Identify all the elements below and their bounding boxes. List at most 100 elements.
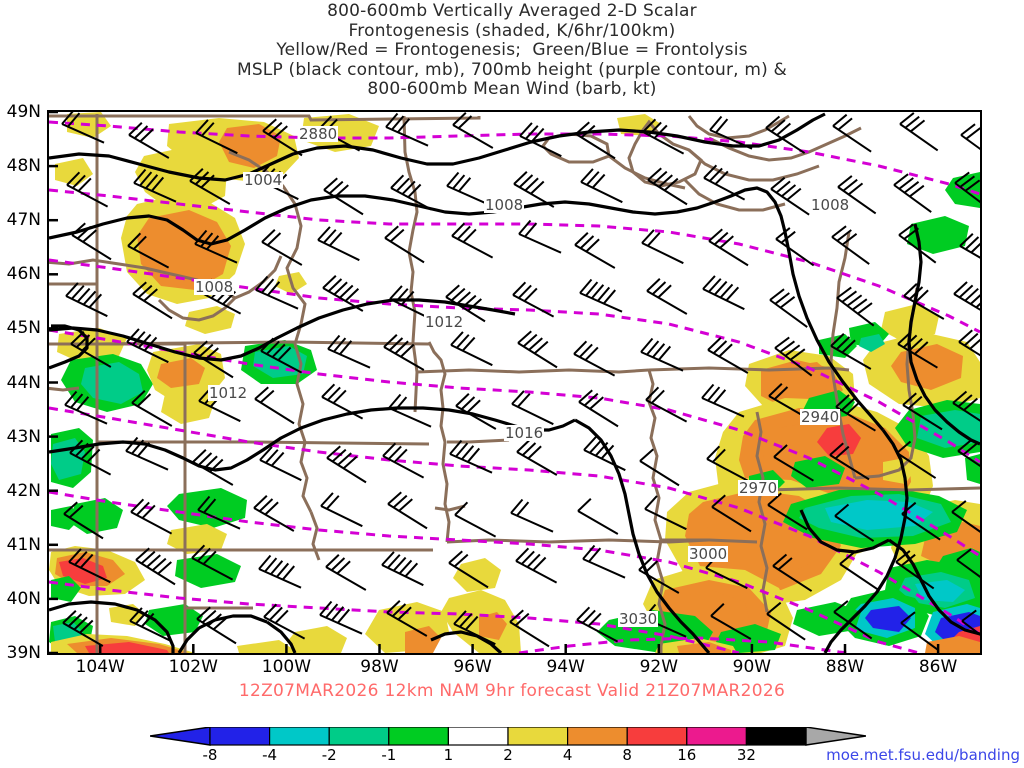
wind-barb (386, 600, 428, 637)
wind-barb (833, 600, 873, 640)
contour-value-label: 1004 (243, 171, 284, 189)
wind-barb (254, 386, 295, 425)
y-axis-tick-label: 46N (6, 264, 41, 285)
y-axis-tick-label: 49N (6, 102, 41, 122)
x-axis-tick-label: 94W (546, 657, 585, 677)
contour-value-label: 1016 (504, 424, 545, 442)
wind-barb (133, 168, 177, 203)
wind-barb (642, 118, 685, 155)
wind-barb (387, 491, 428, 530)
wind-barb (70, 331, 112, 368)
wind-barb (388, 393, 432, 428)
wind-barb (647, 167, 688, 206)
axis-ticks (49, 112, 940, 653)
x-axis-tick-label: 86W (918, 657, 958, 677)
y-axis-tick-label: 42N (6, 480, 41, 501)
map-plot-area: 2880 1004 1008 1008 1008 1012 1012 2940 1016 2970… (47, 110, 982, 655)
wind-barb (639, 448, 680, 487)
figure-title: 800-600mb Vertically Averaged 2-D Scalar… (0, 1, 1024, 100)
wind-barb (703, 164, 746, 201)
x-axis-tick-label: 96W (453, 657, 492, 677)
wind-barb (128, 122, 170, 159)
wind-barb (839, 551, 879, 591)
colorbar-segment (447, 727, 509, 746)
wind-barb (382, 442, 425, 479)
x-axis-tick-label: 88W (825, 657, 865, 677)
contour-value-label: 1008 (810, 196, 851, 214)
wind-barb (323, 177, 364, 216)
wind-barb (706, 445, 749, 482)
wind-barb (127, 232, 170, 269)
wind-barb (258, 554, 302, 589)
wind-barb (126, 328, 169, 364)
colorbar-tick-label: -4 (262, 746, 278, 764)
wind-barb (775, 227, 815, 267)
wind-barb (135, 547, 176, 586)
wind-barb (319, 600, 363, 635)
wind-barb (196, 606, 237, 645)
wind-barb (638, 557, 680, 594)
wind-barb (68, 548, 111, 584)
wind-barb (454, 501, 497, 538)
wind-barb (516, 439, 558, 476)
wind-barb (191, 544, 234, 581)
wind-barb (455, 393, 497, 430)
wind-barb (130, 498, 173, 535)
wind-barb (773, 444, 814, 482)
colorbar-segment (626, 727, 688, 746)
wind-barb (954, 171, 980, 212)
colorbar-tick-label: 8 (622, 746, 632, 764)
wind-barb (129, 607, 172, 643)
wind-barb (953, 281, 980, 319)
wind-barb (836, 286, 875, 327)
wind-barb (903, 283, 945, 320)
wind-barb (957, 438, 980, 478)
wind-barb (582, 544, 626, 579)
map-canvas (49, 112, 980, 653)
colorbar-segment (328, 727, 390, 746)
wind-barb (902, 392, 943, 431)
wind-barb (125, 436, 169, 471)
wind-barb (575, 121, 616, 160)
wind-barb (897, 331, 938, 369)
wind-barb (326, 445, 367, 484)
wind-barb (767, 492, 808, 531)
wind-barb (193, 340, 234, 379)
wind-barb (131, 390, 173, 427)
wind-barb (322, 275, 364, 312)
colorbar-segment (567, 727, 628, 746)
colorbar-segment (745, 727, 807, 746)
wind-barb (583, 436, 626, 472)
wind-barb (194, 229, 238, 264)
wind-barb (71, 222, 112, 261)
colorbar-segment (268, 727, 330, 746)
wind-barb (263, 603, 306, 640)
wind-barb (710, 603, 752, 640)
forecast-valid-text: 12Z07MAR2026 12km NAM 9hr forecast Valid… (238, 681, 786, 701)
wind-barb (259, 446, 302, 482)
contour-value-label: 1008 (484, 196, 525, 214)
y-axis-tick-label: 44N (6, 372, 41, 393)
wind-barb (640, 337, 684, 372)
wind-barb (641, 229, 684, 265)
wind-barb (576, 606, 619, 643)
x-axis-tick-label: 102W (168, 657, 218, 677)
wind-barb (195, 119, 238, 155)
wind-barb (448, 550, 489, 589)
contour-value-label: 3030 (618, 610, 659, 628)
wind-barb (61, 112, 105, 144)
y-axis-tick-label: 40N (6, 588, 41, 609)
wind-barb (577, 498, 619, 535)
wind-barb (65, 282, 108, 318)
wind-barb (325, 554, 367, 591)
colorbar-tick-label: 1 (443, 746, 454, 764)
wind-barb (320, 492, 363, 528)
wind-barb (262, 118, 303, 157)
wind-barb (574, 232, 616, 269)
title-line-3: Yellow/Red = Frontogenesis; Green/Blue =… (276, 40, 748, 60)
wind-barb (765, 115, 806, 154)
colorbar-segment (388, 727, 450, 746)
wind-barb (63, 501, 104, 540)
wind-barb (197, 495, 241, 530)
wind-barb (952, 390, 980, 429)
